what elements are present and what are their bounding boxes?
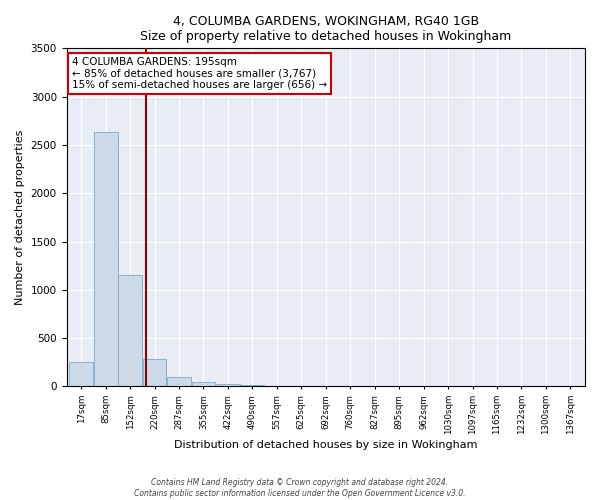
X-axis label: Distribution of detached houses by size in Wokingham: Distribution of detached houses by size … [174,440,478,450]
Text: Contains HM Land Registry data © Crown copyright and database right 2024.
Contai: Contains HM Land Registry data © Crown c… [134,478,466,498]
Text: 4 COLUMBA GARDENS: 195sqm
← 85% of detached houses are smaller (3,767)
15% of se: 4 COLUMBA GARDENS: 195sqm ← 85% of detac… [72,57,327,90]
Bar [94,132,118,386]
Bar [191,382,215,386]
Bar [241,385,264,386]
Bar [167,377,191,386]
Y-axis label: Number of detached properties: Number of detached properties [15,130,25,305]
Bar [216,384,240,386]
Bar [143,360,166,386]
Bar [70,362,93,386]
Title: 4, COLUMBA GARDENS, WOKINGHAM, RG40 1GB
Size of property relative to detached ho: 4, COLUMBA GARDENS, WOKINGHAM, RG40 1GB … [140,15,511,43]
Bar [118,276,142,386]
